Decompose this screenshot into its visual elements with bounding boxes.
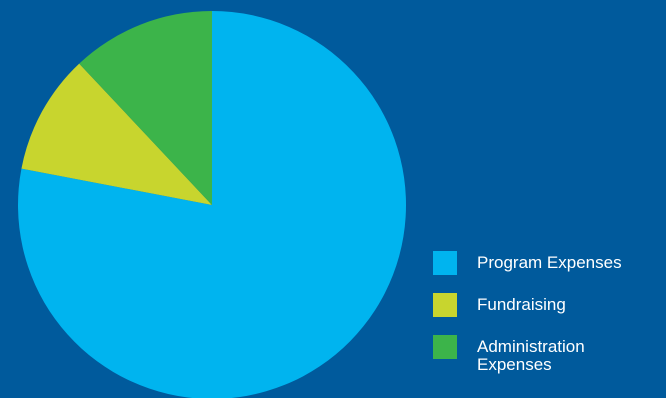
pie-slice-administration-expenses: [79, 11, 212, 205]
legend-swatch-program-expenses: [433, 251, 457, 275]
chart-legend: Program Expenses Fundraising Administrat…: [433, 251, 666, 392]
legend-swatch-administration-expenses: [433, 335, 457, 359]
legend-item-program-expenses: Program Expenses: [433, 251, 666, 275]
legend-item-fundraising: Fundraising: [433, 293, 666, 317]
legend-label-administration-expenses: Administration Expenses: [477, 337, 585, 374]
legend-item-administration-expenses: Administration Expenses: [433, 335, 666, 374]
legend-swatch-fundraising: [433, 293, 457, 317]
legend-label-fundraising: Fundraising: [477, 295, 566, 314]
legend-label-program-expenses: Program Expenses: [477, 253, 622, 272]
pie-slice-fundraising: [21, 63, 212, 205]
pie-slice-program-expenses: [18, 11, 406, 398]
